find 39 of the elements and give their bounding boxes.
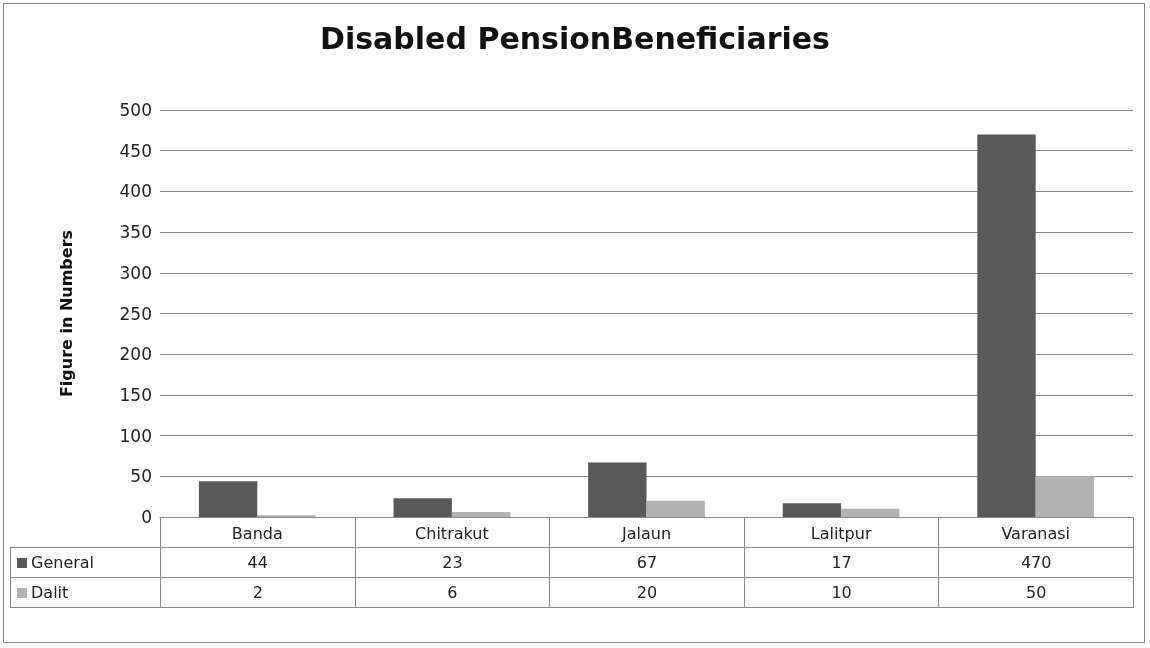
y-tick-label: 450	[119, 140, 152, 161]
y-tick-label: 150	[119, 384, 152, 405]
data-label: 470	[938, 547, 1134, 577]
chart-title: Disabled PensionBeneficiaries	[320, 20, 830, 56]
y-tick-label: 500	[119, 100, 152, 120]
bar	[588, 462, 647, 517]
data-label: 50	[938, 577, 1134, 607]
y-tick-label: 0	[141, 507, 152, 527]
x-tick-label: Jalaun	[620, 523, 672, 543]
data-label: 10	[744, 577, 939, 607]
x-tick-label: Varanasi	[1001, 523, 1071, 543]
bar	[646, 500, 705, 517]
y-tick-label: 400	[119, 181, 152, 202]
data-label: 6	[355, 577, 550, 607]
bar	[451, 512, 511, 517]
bar	[198, 481, 258, 517]
bar	[841, 508, 900, 517]
bar	[977, 134, 1036, 517]
bar	[782, 503, 842, 517]
y-axis-title: Figure in Numbers	[56, 229, 76, 398]
y-tick-label: 100	[119, 425, 152, 446]
y-tick-label: 350	[119, 222, 152, 243]
legend-label: Dalit	[10, 577, 161, 607]
x-tick-label: Lalitpur	[810, 523, 872, 543]
data-label: 67	[549, 547, 745, 577]
data-label: 23	[355, 547, 550, 577]
y-tick-label: 200	[119, 344, 152, 365]
data-label: 20	[549, 577, 745, 607]
x-tick-label: Chitrakut	[415, 523, 489, 543]
bar	[1035, 476, 1095, 517]
y-tick-label: 50	[130, 466, 152, 487]
bar	[393, 498, 452, 517]
legend-label: General	[10, 547, 161, 577]
data-label: 44	[160, 547, 356, 577]
data-label: 17	[744, 547, 939, 577]
data-label: 2	[160, 577, 356, 607]
x-tick-label: Banda	[231, 523, 283, 543]
y-tick-label: 250	[119, 303, 152, 324]
y-tick-label: 300	[119, 262, 152, 283]
